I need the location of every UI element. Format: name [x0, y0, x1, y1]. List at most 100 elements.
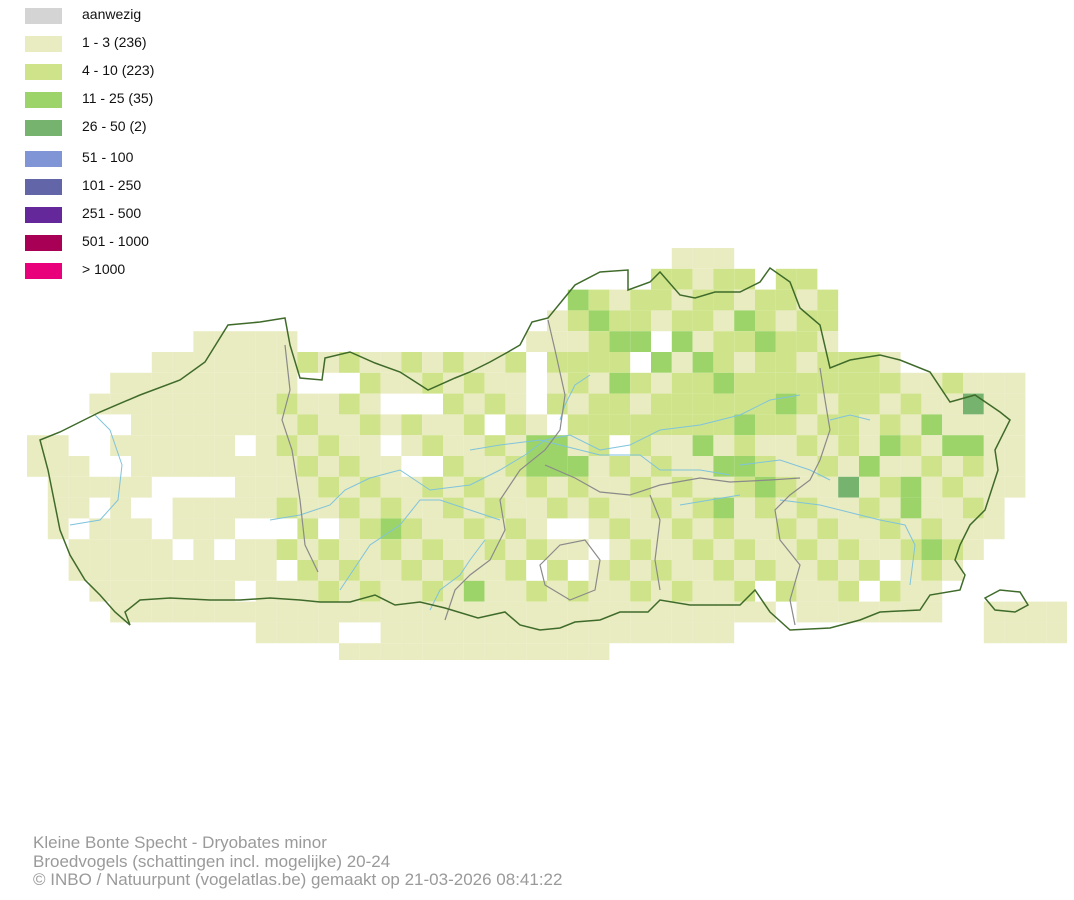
- grid-cell: [588, 580, 610, 602]
- grid-cell: [734, 580, 755, 602]
- grid-cell: [547, 497, 568, 519]
- grid-cell: [110, 435, 131, 456]
- grid-cell: [1046, 601, 1067, 623]
- grid-cell: [734, 518, 755, 540]
- grid-cell: [817, 310, 839, 332]
- grid-cell: [734, 352, 755, 373]
- grid-cell: [255, 539, 277, 560]
- grid-cell: [859, 476, 880, 498]
- grid-cell: [151, 414, 173, 436]
- grid-cell: [921, 456, 943, 477]
- grid-cell: [505, 643, 527, 660]
- grid-cell: [484, 518, 506, 540]
- grid-cell: [172, 414, 194, 436]
- grid-cell: [755, 414, 776, 436]
- grid-cell: [671, 518, 693, 540]
- grid-cell: [817, 560, 839, 581]
- grid-cell: [297, 560, 319, 581]
- grid-cell: [713, 414, 735, 436]
- grid-cell: [713, 601, 735, 623]
- grid-cell: [235, 539, 256, 560]
- grid-cell: [547, 310, 568, 332]
- grid-cell: [734, 393, 755, 415]
- grid-cell: [692, 518, 714, 540]
- grid-cell: [505, 435, 527, 456]
- grid-cell: [214, 518, 235, 540]
- grid-cell: [463, 497, 485, 519]
- grid-cell: [796, 476, 818, 498]
- grid-cell: [484, 352, 506, 373]
- grid-cell: [110, 497, 131, 519]
- grid-cell: [110, 518, 131, 540]
- river: [829, 414, 871, 421]
- grid-cell: [339, 643, 360, 660]
- grid-cell: [172, 560, 194, 581]
- river: [779, 499, 916, 586]
- legend-swatch: [25, 207, 62, 223]
- grid-cell: [651, 476, 672, 498]
- grid-cell: [422, 476, 443, 498]
- grid-cell: [588, 289, 610, 311]
- grid-cell: [131, 435, 152, 456]
- grid-cell: [921, 372, 943, 394]
- grid-cell: [900, 539, 922, 560]
- grid-cell: [921, 435, 943, 456]
- grid-cell: [651, 289, 672, 311]
- grid-cell: [297, 497, 319, 519]
- grid-cell: [131, 456, 152, 477]
- legend-item-51-100: 51 - 100: [25, 149, 285, 167]
- grid-cell: [235, 414, 256, 436]
- grid-cell: [838, 497, 859, 519]
- grid-cell: [193, 435, 215, 456]
- grid-cell: [526, 435, 547, 456]
- grid-cell: [755, 560, 776, 581]
- grid-cell: [900, 518, 922, 540]
- grid-cell: [297, 414, 319, 436]
- grid-cell: [817, 497, 839, 519]
- grid-cell: [318, 456, 339, 477]
- grid-cell: [401, 476, 423, 498]
- legend-label: 26 - 50 (2): [82, 118, 147, 134]
- grid-cell: [651, 560, 672, 581]
- grid-cell: [859, 539, 880, 560]
- grid-cell: [838, 580, 859, 602]
- grid-cell: [526, 622, 547, 644]
- grid-cell: [255, 497, 277, 519]
- province-border: [774, 367, 831, 626]
- grid-cell: [505, 497, 527, 519]
- grid-cell: [297, 393, 319, 415]
- legend-swatch: [25, 8, 62, 24]
- grid-cell: [547, 435, 568, 456]
- grid-cell: [380, 414, 402, 436]
- grid-cell: [484, 580, 506, 602]
- grid-cell: [900, 580, 922, 602]
- grid-cell: [484, 372, 506, 394]
- grid-cell: [630, 289, 651, 311]
- grid-cell: [443, 539, 464, 560]
- grid-cell: [1004, 476, 1026, 498]
- grid-cell: [609, 456, 631, 477]
- grid-cell: [671, 393, 693, 415]
- grid-cell: [463, 601, 485, 623]
- grid-cell: [193, 518, 215, 540]
- grid-cell: [463, 476, 485, 498]
- grid-cell: [484, 601, 506, 623]
- grid-cell: [838, 435, 859, 456]
- grid-cell: [630, 393, 651, 415]
- grid-cell: [463, 393, 485, 415]
- grid-cell: [775, 518, 797, 540]
- grid-cell: [921, 580, 943, 602]
- grid-cell: [879, 518, 901, 540]
- grid-cell: [339, 393, 360, 415]
- grid-cell: [484, 476, 506, 498]
- grid-cell: [963, 456, 984, 477]
- grid-cell: [422, 622, 443, 644]
- legend-swatch: [25, 120, 62, 136]
- grid-cell: [297, 352, 319, 373]
- grid-cell: [900, 372, 922, 394]
- grid-cell: [859, 601, 880, 623]
- grid-cell: [775, 476, 797, 498]
- grid-cell: [214, 372, 235, 394]
- grid-cell: [734, 268, 755, 290]
- grid-cell: [671, 456, 693, 477]
